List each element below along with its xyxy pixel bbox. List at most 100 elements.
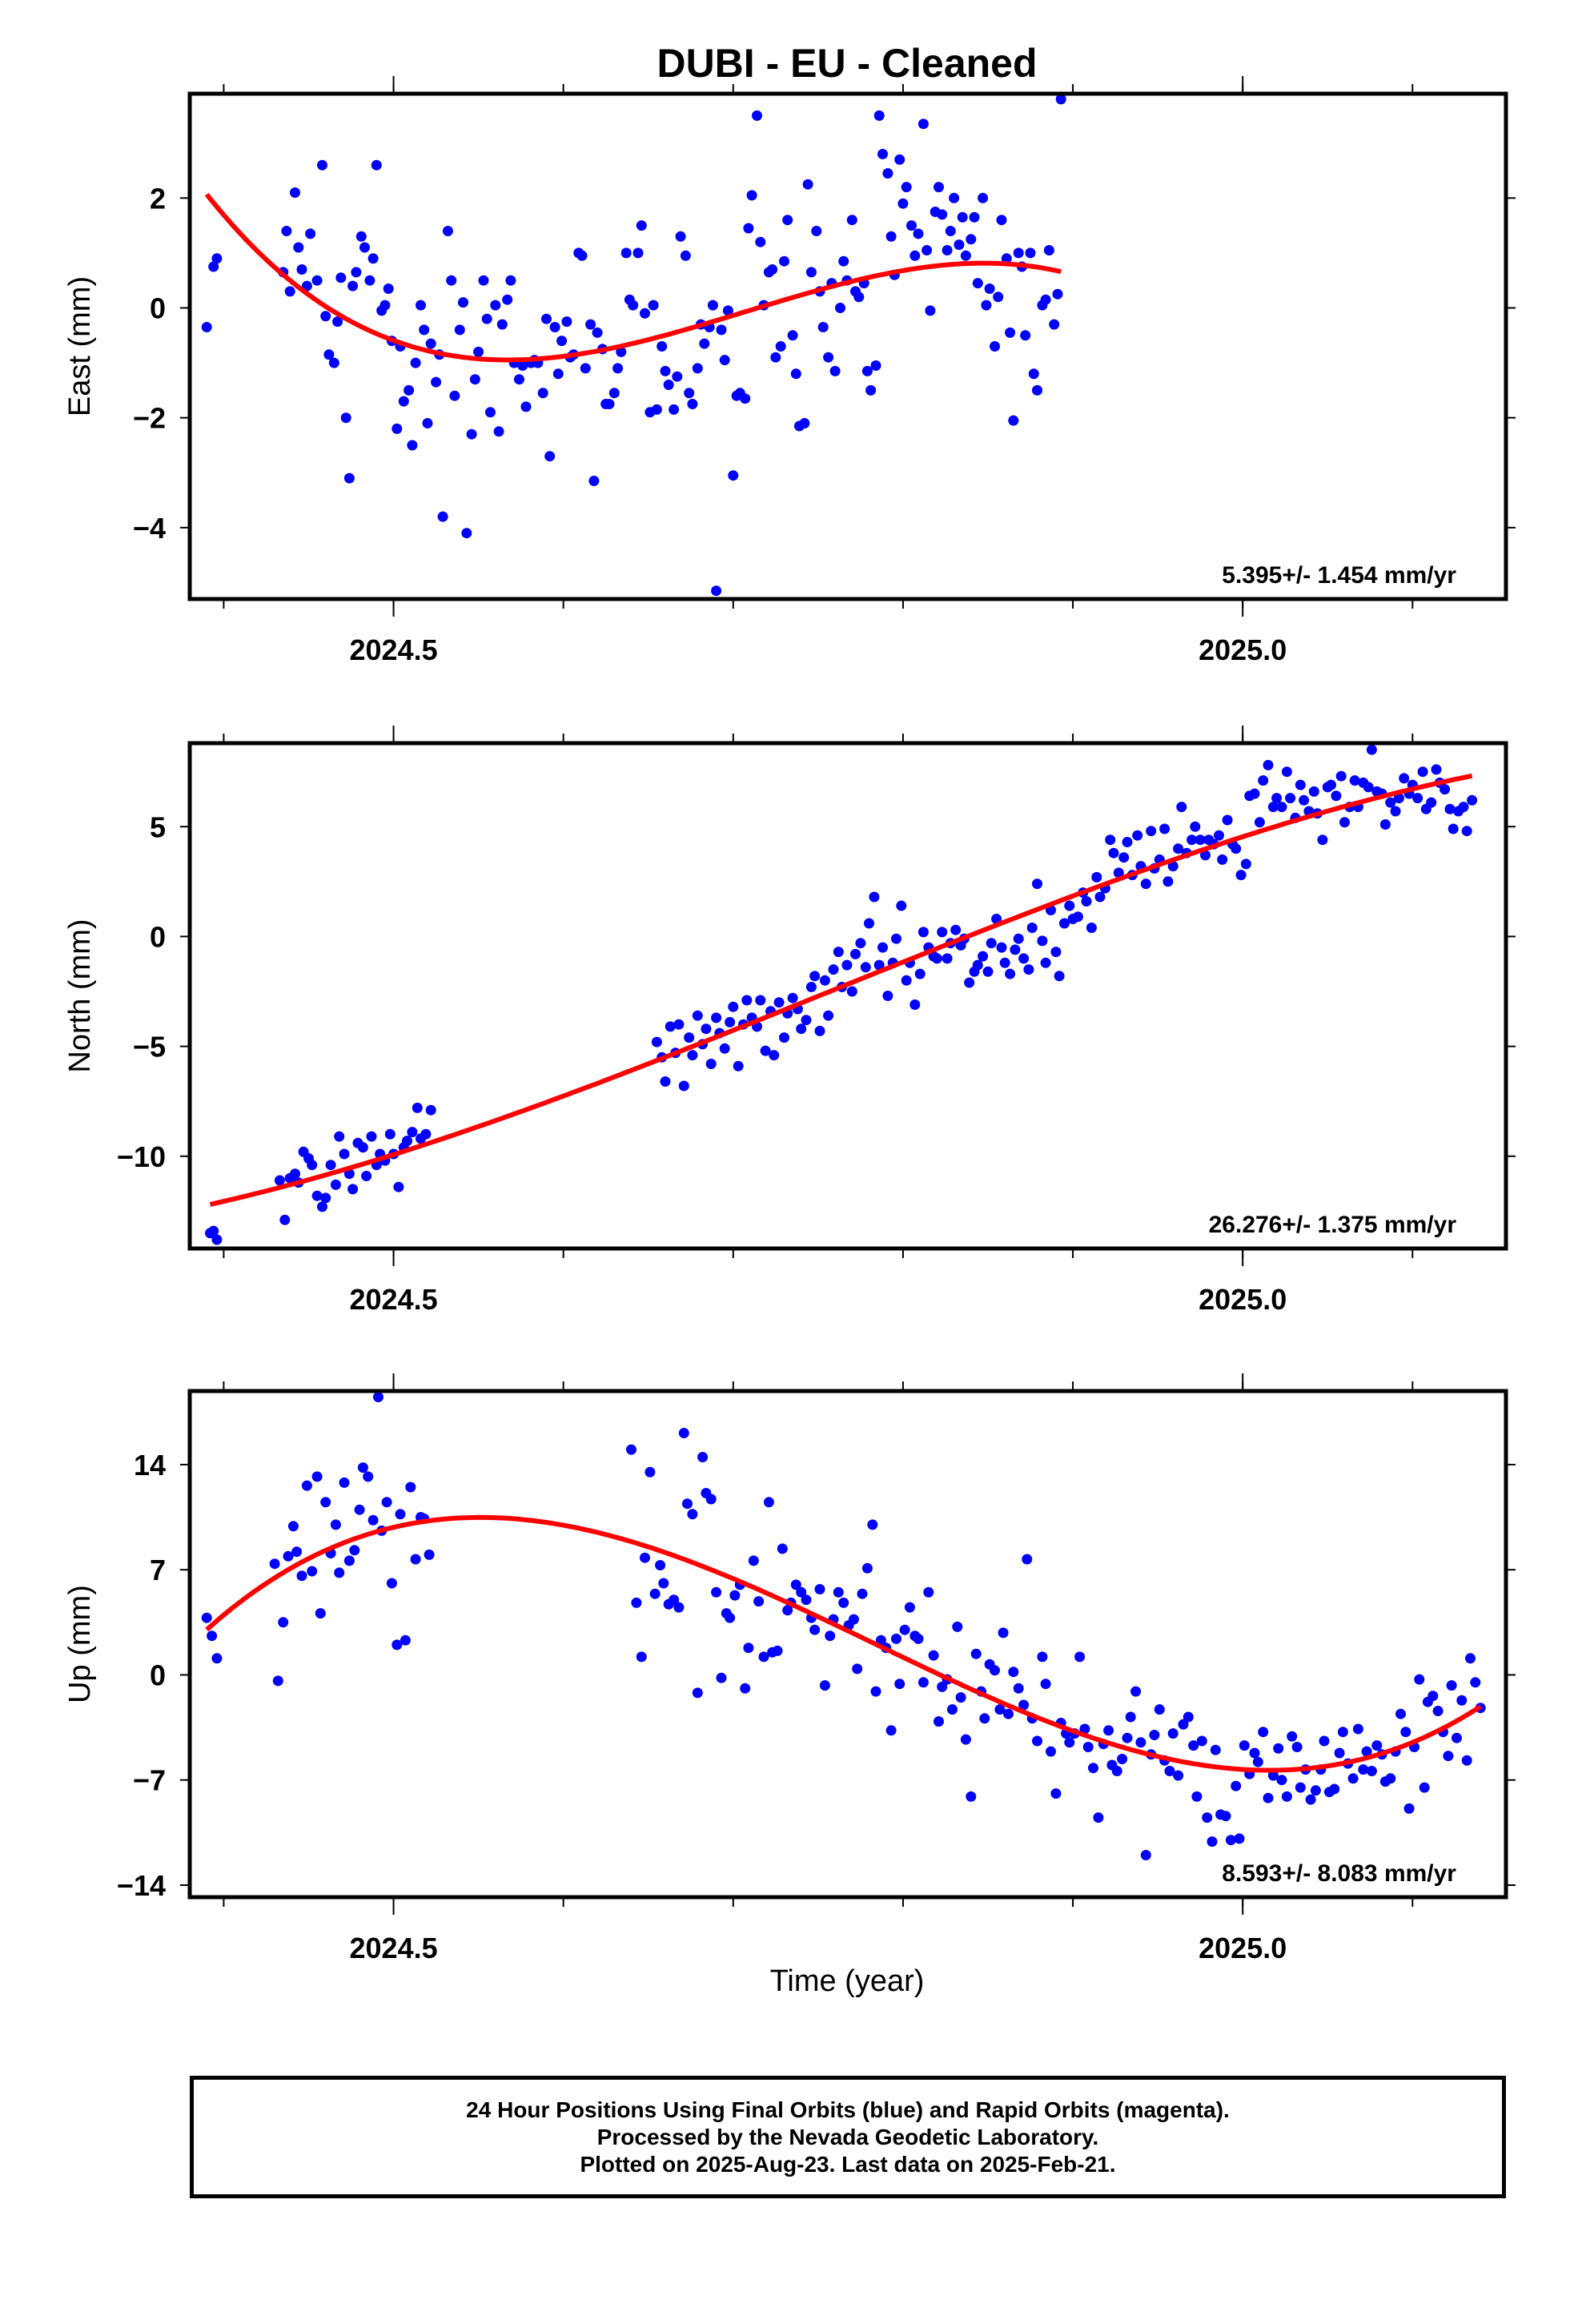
- east-data-point: [640, 308, 650, 319]
- east-data-point: [853, 292, 865, 303]
- east-data-point: [937, 209, 948, 220]
- up-data-point: [1003, 1708, 1014, 1719]
- north-data-point: [393, 1181, 404, 1192]
- north-data-point: [1249, 788, 1260, 799]
- east-trend-line: [204, 192, 1062, 363]
- up-data-point: [947, 1704, 958, 1715]
- east-data-point: [437, 511, 448, 522]
- north-data-point: [1040, 957, 1051, 968]
- east-data-point: [1055, 94, 1066, 105]
- north-data-point: [1200, 850, 1211, 861]
- up-data-point: [301, 1480, 312, 1491]
- east-data-point: [620, 247, 632, 259]
- east-data-point: [469, 374, 480, 385]
- north-data-point: [760, 1045, 771, 1056]
- up-data-point: [772, 1645, 783, 1656]
- north-data-point: [711, 1012, 722, 1023]
- east-data-point: [425, 338, 436, 349]
- north-data-point: [1281, 766, 1292, 778]
- east-data-point: [925, 305, 936, 316]
- up-data-point: [334, 1567, 345, 1578]
- east-data-point: [984, 283, 995, 294]
- up-data-point: [979, 1713, 990, 1724]
- east-data-point: [328, 357, 339, 368]
- north-data-point: [1461, 826, 1472, 837]
- north-data-point: [1032, 879, 1042, 890]
- north-data-point: [211, 1234, 223, 1245]
- up-data-point: [923, 1586, 934, 1598]
- up-data-point: [367, 1514, 379, 1526]
- east-rate-label: 5.395+/- 1.454 mm/yr: [1222, 562, 1456, 589]
- north-data-point: [325, 1160, 336, 1171]
- up-data-point: [1154, 1704, 1165, 1715]
- east-data-point: [790, 368, 801, 380]
- north-y-axis-label: North (mm): [63, 919, 97, 1072]
- east-data-point: [770, 352, 781, 363]
- north-data-point: [860, 962, 871, 973]
- up-data-point: [363, 1471, 374, 1482]
- east-data-point: [1049, 319, 1060, 330]
- east-data-point: [917, 119, 929, 130]
- east-data-point: [371, 159, 382, 171]
- up-data-point: [904, 1602, 915, 1613]
- east-data-point: [290, 187, 300, 198]
- up-data-point: [1427, 1691, 1439, 1702]
- east-data-point: [648, 300, 659, 311]
- north-data-point: [311, 1190, 323, 1201]
- up-data-point: [809, 1624, 821, 1635]
- footer-line-1: 24 Hour Positions Using Final Orbits (bl…: [466, 2097, 1230, 2122]
- up-data-point: [748, 1555, 759, 1566]
- east-data-point: [656, 341, 668, 352]
- east-x-tick-label: 2024.5: [350, 633, 438, 666]
- up-data-point: [861, 1562, 873, 1574]
- north-data-point: [1326, 779, 1336, 790]
- north-data-point: [1214, 830, 1224, 841]
- east-data-point: [454, 324, 465, 336]
- up-data-point: [410, 1554, 421, 1565]
- north-data-point: [1086, 923, 1097, 933]
- north-y-tick-label: −5: [133, 1031, 166, 1063]
- north-data-point: [1263, 759, 1274, 770]
- north-data-point: [1399, 773, 1410, 784]
- east-data-point: [517, 360, 528, 371]
- north-data-point: [733, 1060, 744, 1072]
- east-data-point: [340, 412, 351, 424]
- east-data-point: [379, 300, 391, 311]
- up-data-point: [1446, 1680, 1457, 1691]
- up-data-point: [287, 1521, 299, 1532]
- north-data-point: [290, 1168, 300, 1180]
- chart-title: DUBI - EU - Cleaned: [656, 41, 1037, 86]
- up-data-point: [307, 1566, 318, 1577]
- north-data-point: [1439, 784, 1451, 795]
- north-data-point: [1159, 823, 1170, 834]
- up-data-point: [917, 1677, 929, 1688]
- north-data-point: [828, 964, 839, 975]
- up-data-point: [1276, 1775, 1287, 1786]
- east-panel: 2024.5 2025.0 2 0 −2 −4 East (mm) 5.395+/- 1.45…: [63, 76, 1516, 666]
- east-data-point: [481, 313, 492, 324]
- east-data-point: [865, 384, 877, 396]
- up-data-point: [1210, 1744, 1221, 1755]
- up-trend-line: [205, 1514, 1482, 1773]
- north-data-point: [950, 924, 962, 935]
- east-data-point: [990, 341, 1000, 352]
- east-data-point: [466, 428, 477, 440]
- east-y-tick-label: 2: [150, 182, 166, 215]
- east-data-point: [829, 365, 841, 376]
- up-data-point: [1358, 1764, 1369, 1775]
- north-data-point: [896, 900, 907, 911]
- up-data-point: [1191, 1791, 1203, 1802]
- east-data-point: [320, 311, 331, 322]
- up-data-point: [1125, 1711, 1136, 1723]
- north-data-point: [1426, 797, 1437, 808]
- east-data-point: [996, 215, 1007, 226]
- north-data-point: [1285, 793, 1296, 804]
- east-data-point: [942, 245, 953, 255]
- up-data-point: [1239, 1740, 1250, 1751]
- up-data-point: [269, 1558, 280, 1570]
- east-data-point: [398, 396, 409, 407]
- up-data-point: [682, 1498, 693, 1510]
- north-data-point: [307, 1160, 318, 1171]
- east-data-point: [877, 148, 888, 159]
- up-data-point: [1082, 1742, 1094, 1752]
